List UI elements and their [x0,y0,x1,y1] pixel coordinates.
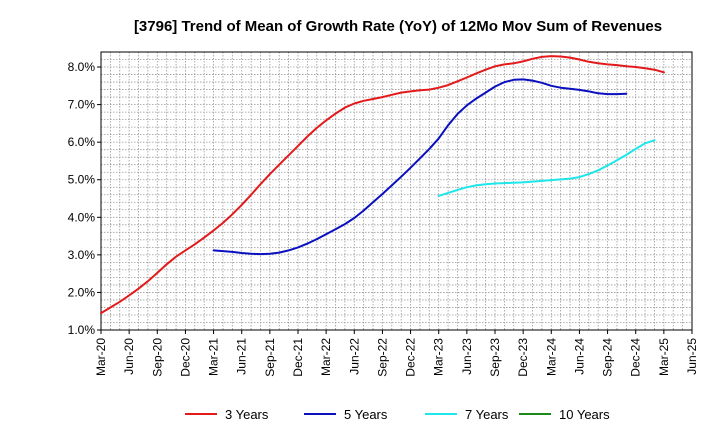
x-tick-label: Dec-23 [516,338,530,377]
x-tick-label: Jun-21 [235,338,249,375]
x-tick-label: Sep-23 [488,338,502,377]
legend-label: 7 Years [465,407,509,422]
plot-area: 1.0% 2.0% 3.0% 4.0% 5.0% 6.0% 7.0% 8.0% Mar-20 Ju… [68,51,699,377]
x-tick-label: Sep-22 [375,338,389,377]
y-tick-label: 6.0% [68,135,96,149]
x-tick-label: Jun-24 [572,338,586,375]
x-tick-label: Mar-21 [207,338,221,376]
x-tick-label: Mar-23 [432,338,446,376]
x-tick-label: Sep-24 [601,338,615,377]
x-tick-label: Mar-22 [319,338,333,376]
x-tick-label: Sep-20 [150,338,164,377]
x-tick-label: Jun-20 [122,338,136,375]
legend-label: 5 Years [344,407,388,422]
x-tick-label: Dec-24 [629,338,643,377]
x-tick-label: Sep-21 [263,338,277,377]
x-tick-label: Dec-21 [291,338,305,377]
x-tick-label: Dec-20 [178,338,192,377]
y-tick-label: 8.0% [68,60,96,74]
legend: 3 Years 5 Years 7 Years 10 Years [185,407,610,422]
chart-title: [3796] Trend of Mean of Growth Rate (YoY… [134,18,662,35]
x-tick-label: Jun-22 [347,338,361,375]
x-tick-label: Mar-24 [544,338,558,376]
x-tick-label: Jun-23 [460,338,474,375]
x-tick-label: Dec-22 [404,338,418,377]
y-tick-label: 5.0% [68,173,96,187]
plot-frame [100,51,693,331]
series-line-3-years [100,55,665,315]
x-tick-label: Mar-25 [657,338,671,376]
legend-label: 10 Years [559,407,610,422]
y-tick-label: 2.0% [68,285,96,299]
y-tick-label: 7.0% [68,98,96,112]
y-tick-label: 3.0% [68,248,96,262]
y-tick-label: 4.0% [68,210,96,224]
series-line-5-years [212,78,628,256]
y-tick-label: 1.0% [68,323,96,337]
legend-label: 3 Years [225,407,269,422]
x-tick-label: Mar-20 [94,338,108,376]
x-tick-label: Jun-25 [685,338,699,375]
series-line-7-years [437,139,656,197]
